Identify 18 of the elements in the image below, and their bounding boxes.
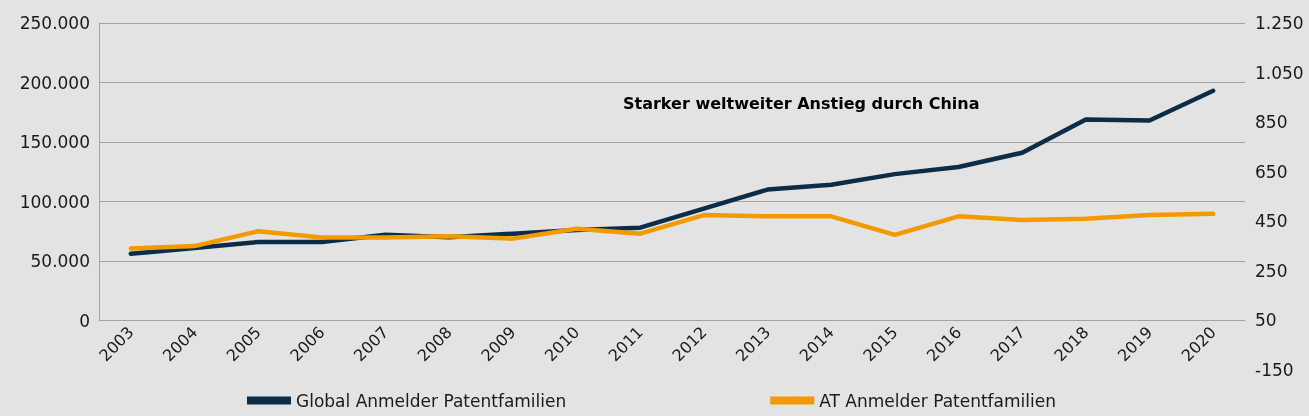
y-tick-label: 150.000 — [19, 132, 90, 152]
y2-tick-label: 50 — [1255, 310, 1277, 331]
y2-tick-label: 1.050 — [1255, 62, 1304, 83]
y-tick-label: 0 — [79, 310, 90, 331]
y2-tick-label: 1.250 — [1255, 13, 1304, 33]
y-tick-label: 200.000 — [19, 72, 90, 93]
y-tick-label: 100.000 — [19, 191, 90, 212]
annotation: Starker weltweiter Anstieg durch China — [623, 93, 980, 113]
y2-tick-label: 250 — [1255, 260, 1288, 281]
y-tick-label: 250.000 — [19, 13, 90, 33]
y2-tick-label: 850 — [1255, 112, 1288, 133]
y2-tick-label: -150 — [1255, 360, 1294, 380]
legend-label: AT Anmelder Patentfamilien — [819, 390, 1056, 411]
line-series — [128, 211, 1216, 251]
y2-tick-label: 450 — [1255, 211, 1288, 232]
y-tick-label: 50.000 — [30, 251, 90, 271]
legend-label: Global Anmelder Patentfamilien — [296, 390, 567, 411]
y2-tick-label: 650 — [1255, 161, 1288, 182]
